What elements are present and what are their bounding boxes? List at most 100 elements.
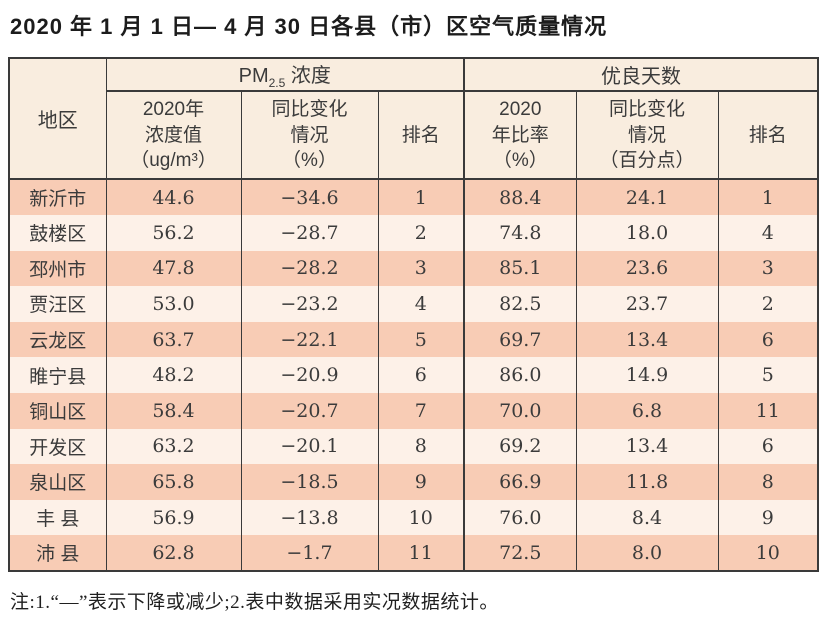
region-cell: 睢宁县 (8, 357, 107, 393)
days-rank-cell: 2 (717, 286, 819, 322)
page-title: 2020 年 1 月 1 日— 4 月 30 日各县（市）区空气质量情况 (10, 14, 608, 39)
days-ratio-cell: 86.0 (463, 357, 577, 393)
region-cell: 贾汪区 (8, 286, 107, 322)
days-change-cell: 23.7 (575, 286, 719, 322)
region-cell: 云龙区 (8, 321, 107, 358)
days-change-cell: 13.4 (575, 321, 719, 358)
pm-value-cell: 58.4 (105, 392, 242, 429)
days-rank-cell: 11 (717, 392, 819, 429)
region-cell: 沛 县 (8, 535, 107, 571)
col-header-days-ratio: 2020 年比率 （%） (463, 91, 577, 180)
pm-value-cell: 63.2 (105, 428, 242, 465)
table-row: 沛 县 62.8 −1.7 11 72.5 8.0 10 (8, 535, 819, 571)
col-group-good-days: 优良天数 (463, 58, 819, 93)
table-row: 鼓楼区 56.2 −28.7 2 74.8 18.0 4 (8, 214, 819, 251)
pm-change-cell: −18.5 (240, 464, 379, 500)
days-rank-cell: 6 (717, 428, 819, 465)
table-row: 贾汪区 53.0 −23.2 4 82.5 23.7 2 (8, 286, 819, 322)
col-header-days-change: 同比变化 情况 （百分点） (575, 91, 719, 180)
col-header-pm-rank: 排名 (377, 91, 465, 180)
region-cell: 邳州市 (8, 250, 107, 287)
pm-change-cell: −1.7 (240, 535, 379, 571)
pm-rank-cell: 9 (377, 464, 465, 500)
table-row: 新沂市 44.6 −34.6 1 88.4 24.1 1 (8, 178, 819, 215)
days-ratio-cell: 66.9 (463, 464, 577, 500)
pm-value-cell: 63.7 (105, 321, 242, 358)
days-change-cell: 11.8 (575, 464, 719, 500)
table-row: 邳州市 47.8 −28.2 3 85.1 23.6 3 (8, 250, 819, 287)
pm-change-cell: −20.1 (240, 428, 379, 465)
pm-change-cell: −28.7 (240, 214, 379, 251)
pm-value-cell: 48.2 (105, 357, 242, 393)
region-cell: 鼓楼区 (8, 214, 107, 251)
sub-header-row: 2020年 浓度值 （ug/m³） 同比变化 情况 （%） 排名 2020 年比… (9, 91, 819, 180)
pm-change-cell: −22.1 (240, 321, 379, 358)
days-change-cell: 6.8 (575, 392, 719, 429)
days-change-cell: 18.0 (575, 214, 719, 251)
days-ratio-cell: 74.8 (463, 214, 577, 251)
footnote: 注:1.“—”表示下降或减少;2.表中数据采用实况数据统计。 (10, 591, 499, 613)
pm-value-cell: 53.0 (105, 286, 242, 322)
air-quality-table: 地区 PM2.5 浓度 优良天数 2020年 浓度值 （ug/m³） 同比变化 … (8, 57, 820, 572)
col-group-pm25: PM2.5 浓度 (105, 58, 465, 93)
pm-rank-cell: 10 (377, 499, 465, 536)
pm-value-cell: 47.8 (105, 250, 242, 287)
days-change-cell: 24.1 (575, 178, 719, 215)
pm25-label-suffix: 浓度 (285, 65, 331, 88)
pm-rank-cell: 11 (377, 535, 465, 571)
days-rank-cell: 3 (717, 250, 819, 287)
pm-change-cell: −28.2 (240, 250, 379, 287)
col-header-pm-change: 同比变化 情况 （%） (240, 91, 379, 180)
group-header-row: 地区 PM2.5 浓度 优良天数 (8, 58, 819, 180)
days-ratio-cell: 88.4 (463, 178, 577, 215)
days-change-cell: 8.4 (575, 499, 719, 536)
table-body: 新沂市 44.6 −34.6 1 88.4 24.1 1 鼓楼区 56.2 −28.7 2 74.8 1… (8, 178, 819, 571)
col-header-pm-value: 2020年 浓度值 （ug/m³） (105, 91, 242, 180)
table-row: 泉山区 65.8 −18.5 9 66.9 11.8 8 (8, 464, 819, 500)
days-rank-cell: 9 (717, 499, 819, 536)
days-change-cell: 23.6 (575, 250, 719, 287)
days-rank-cell: 8 (717, 464, 819, 500)
pm-rank-cell: 7 (377, 392, 465, 429)
pm-value-cell: 44.6 (105, 178, 242, 215)
pm25-label-prefix: PM (238, 65, 269, 88)
days-ratio-cell: 70.0 (463, 392, 577, 429)
table-header: 地区 PM2.5 浓度 优良天数 2020年 浓度值 （ug/m³） 同比变化 … (8, 58, 819, 180)
days-change-cell: 13.4 (575, 428, 719, 465)
table-row: 云龙区 63.7 −22.1 5 69.7 13.4 6 (8, 321, 819, 358)
days-change-cell: 8.0 (575, 535, 719, 571)
days-ratio-cell: 82.5 (463, 286, 577, 322)
region-cell: 铜山区 (8, 392, 107, 429)
pm-change-cell: −23.2 (240, 286, 379, 322)
region-cell: 新沂市 (8, 178, 107, 215)
days-rank-cell: 5 (717, 357, 819, 393)
pm-change-cell: −20.7 (240, 392, 379, 429)
pm-change-cell: −20.9 (240, 357, 379, 393)
pm-value-cell: 62.8 (105, 535, 242, 571)
pm-change-cell: −13.8 (240, 499, 379, 536)
table-row: 开发区 63.2 −20.1 8 69.2 13.4 6 (8, 428, 819, 465)
days-ratio-cell: 85.1 (463, 250, 577, 287)
pm-rank-cell: 8 (377, 428, 465, 465)
pm-rank-cell: 6 (377, 357, 465, 393)
table-row: 铜山区 58.4 −20.7 7 70.0 6.8 11 (8, 392, 819, 429)
region-cell: 开发区 (8, 428, 107, 465)
pm-rank-cell: 1 (377, 178, 465, 215)
pm-change-cell: −34.6 (240, 178, 379, 215)
col-header-days-rank: 排名 (717, 91, 819, 180)
pm25-label-subscript: 2.5 (268, 76, 286, 91)
days-ratio-cell: 72.5 (463, 535, 577, 571)
days-rank-cell: 6 (717, 321, 819, 358)
pm-value-cell: 56.2 (105, 214, 242, 251)
pm-rank-cell: 4 (377, 286, 465, 322)
days-ratio-cell: 69.2 (463, 428, 577, 465)
pm-rank-cell: 2 (377, 214, 465, 251)
pm-value-cell: 56.9 (105, 499, 242, 536)
days-ratio-cell: 76.0 (463, 499, 577, 536)
days-rank-cell: 1 (717, 178, 819, 215)
days-ratio-cell: 69.7 (463, 321, 577, 358)
region-cell: 丰 县 (8, 499, 107, 536)
table-row: 睢宁县 48.2 −20.9 6 86.0 14.9 5 (8, 357, 819, 393)
days-rank-cell: 10 (717, 535, 819, 571)
